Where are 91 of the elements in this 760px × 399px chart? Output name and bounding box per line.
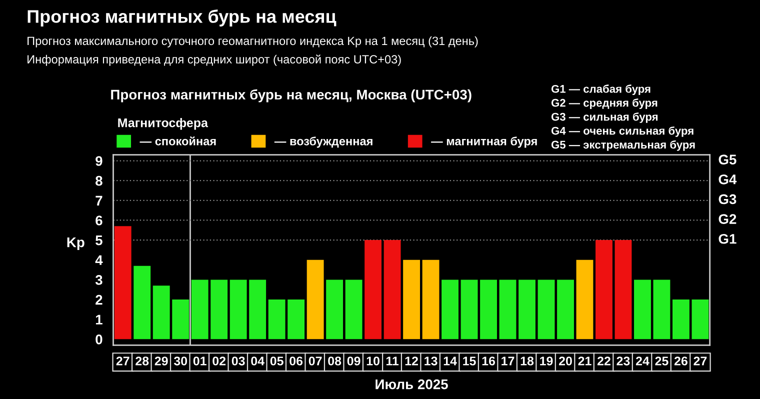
x-tick-label: 13: [424, 356, 438, 366]
y-tick-label: 0: [96, 334, 102, 344]
x-tick-label: 08: [328, 356, 342, 366]
x-tick-label: 07: [308, 356, 322, 366]
bar: [172, 300, 190, 340]
x-tick-label: 22: [597, 356, 610, 366]
x-tick-label: 21: [578, 356, 592, 366]
bar: [114, 226, 132, 340]
text: G3 — сильная буря: [551, 112, 658, 123]
bar: [288, 300, 305, 340]
bar: [403, 260, 420, 340]
x-tick-label: 12: [405, 356, 418, 366]
y-tick-label: 4: [95, 255, 103, 265]
text: G2 — средняя буря: [551, 98, 658, 109]
bar: [518, 280, 536, 340]
legend-label: — возбужденная: [274, 136, 372, 148]
text: G1 — слабая буря: [551, 84, 650, 95]
bar: [364, 240, 382, 340]
bar: [268, 300, 286, 340]
x-tick-label: 20: [558, 356, 572, 366]
bar: [480, 280, 497, 340]
x-tick-label: 19: [540, 356, 553, 366]
bar: [614, 240, 632, 340]
x-tick-label: 03: [232, 356, 245, 366]
y-tick-label: 8: [96, 176, 102, 186]
ref-line-label: G2: [718, 214, 736, 224]
x-axis-title: Июль 2025: [376, 379, 448, 390]
text: G4 — очень сильная буря: [551, 126, 694, 137]
x-tick-label: 23: [616, 356, 630, 366]
y-tick-label: 6: [96, 216, 102, 226]
bar: [672, 300, 690, 340]
y-tick-label: 1: [96, 314, 102, 324]
legend-label: — спокойная: [140, 136, 216, 146]
x-tick-label: 11: [386, 356, 399, 366]
bar: [596, 240, 612, 340]
x-tick-label: 25: [655, 356, 668, 366]
x-tick-label: 29: [154, 356, 168, 366]
bar: [653, 280, 670, 340]
x-tick-label: 09: [347, 356, 360, 366]
x-tick-label: 02: [212, 356, 226, 366]
bar: [538, 280, 555, 340]
x-tick-label: 17: [502, 356, 514, 366]
x-tick-label: 27: [116, 356, 130, 366]
x-tick-label: 10: [366, 356, 380, 366]
y-axis-title: Kp: [67, 238, 84, 250]
x-tick-label: 28: [136, 356, 149, 366]
bar: [634, 280, 651, 340]
ref-line-label: G3: [718, 194, 736, 204]
x-tick-label: 26: [674, 356, 688, 366]
bar: [249, 280, 266, 340]
bar: [422, 260, 440, 340]
bar: [442, 280, 458, 340]
x-tick-label: 01: [193, 356, 206, 366]
y-tick-label: 2: [96, 294, 102, 305]
ref-line-label: G4: [718, 174, 737, 184]
x-tick-label: 27: [694, 356, 707, 366]
bar: [576, 260, 594, 340]
text: Прогноз магнитных бурь на месяц, Москва (UTC+03): [111, 89, 472, 102]
chart-title: Прогноз магнитных бурь на месяц: [28, 9, 336, 26]
x-tick-label: 15: [463, 356, 476, 366]
ref-line-label: G1: [718, 234, 736, 244]
bar: [692, 300, 709, 340]
bar: [499, 280, 516, 340]
y-tick-label: 5: [96, 236, 102, 246]
legend-title: Магнитосфера: [118, 118, 208, 130]
x-tick-label: 14: [444, 356, 457, 366]
x-tick-label: 18: [520, 356, 534, 366]
chart-subtitle: Прогноз максимального суточного геомагнитного индекса Kp на 1 месяц (31 день) Информация приведена для средних широт (часовой пояс UTC+03): [28, 36, 478, 66]
bar: [230, 280, 247, 340]
bar: [134, 266, 151, 340]
x-tick-label: 06: [290, 356, 303, 366]
x-tick-label: 04: [251, 356, 264, 366]
legend-label: — магнитная буря: [431, 136, 537, 148]
y-tick-label: 7: [96, 196, 102, 206]
bar: [384, 240, 401, 340]
bar: [326, 280, 344, 340]
x-tick-label: 30: [174, 356, 188, 366]
ref-line-label: G5: [718, 154, 736, 164]
y-tick-label: 3: [95, 275, 102, 285]
y-tick-label: 9: [96, 156, 102, 166]
bar: [191, 280, 208, 340]
bar: [557, 280, 574, 340]
bar: [210, 280, 228, 340]
bar: [345, 280, 362, 340]
bar: [306, 260, 324, 340]
x-tick-label: 16: [482, 356, 496, 366]
text: G5 — экстремальная буря: [551, 140, 695, 151]
x-tick-label: 24: [636, 356, 650, 366]
bar: [152, 286, 170, 340]
bar: [460, 280, 478, 340]
x-tick-label: 05: [270, 356, 284, 366]
